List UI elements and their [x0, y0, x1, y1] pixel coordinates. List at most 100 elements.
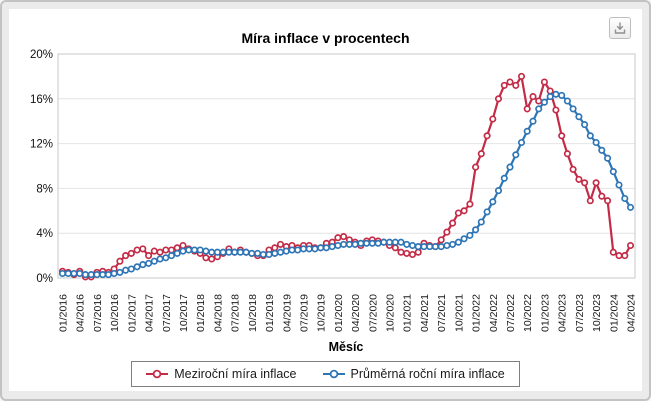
data-point-marker[interactable]	[294, 246, 302, 254]
data-point-marker[interactable]	[477, 150, 485, 158]
data-point-marker[interactable]	[494, 95, 503, 103]
data-point-marker[interactable]	[380, 238, 388, 246]
data-point-marker[interactable]	[615, 181, 623, 189]
data-point-marker[interactable]	[231, 248, 239, 256]
data-point-marker[interactable]	[443, 241, 451, 250]
data-point-marker[interactable]	[104, 271, 112, 279]
data-point-marker[interactable]	[351, 240, 359, 248]
data-point-marker[interactable]	[179, 247, 187, 255]
data-point-marker[interactable]	[420, 243, 428, 251]
data-point-marker[interactable]	[265, 250, 273, 259]
data-point-marker[interactable]	[208, 248, 216, 256]
data-point-marker[interactable]	[322, 244, 330, 252]
data-point-marker[interactable]	[506, 78, 514, 86]
data-point-marker[interactable]	[208, 255, 216, 263]
data-point-marker[interactable]	[403, 249, 411, 257]
data-point-marker[interactable]	[150, 247, 158, 255]
data-point-marker[interactable]	[173, 244, 181, 252]
data-point-marker[interactable]	[569, 105, 577, 113]
data-point-marker[interactable]	[202, 254, 210, 262]
data-point-marker[interactable]	[443, 228, 451, 236]
data-point-marker[interactable]	[110, 269, 118, 278]
data-point-marker[interactable]	[512, 151, 520, 159]
data-point-marker[interactable]	[116, 268, 124, 276]
data-point-marker[interactable]	[173, 249, 181, 257]
data-point-marker[interactable]	[483, 208, 491, 216]
data-point-marker[interactable]	[512, 81, 520, 89]
data-point-marker[interactable]	[431, 243, 439, 251]
data-point-marker[interactable]	[145, 259, 153, 267]
data-point-marker[interactable]	[288, 246, 296, 254]
data-point-marker[interactable]	[598, 146, 606, 154]
data-point-marker[interactable]	[242, 248, 250, 256]
data-point-marker[interactable]	[581, 121, 589, 129]
data-point-marker[interactable]	[575, 175, 583, 183]
data-point-marker[interactable]	[609, 248, 617, 256]
data-point-marker[interactable]	[517, 138, 526, 147]
data-point-marker[interactable]	[202, 247, 210, 255]
data-point-marker[interactable]	[489, 198, 497, 206]
data-point-marker[interactable]	[506, 163, 514, 171]
data-point-marker[interactable]	[122, 266, 130, 274]
data-point-marker[interactable]	[500, 174, 508, 182]
data-point-marker[interactable]	[357, 239, 365, 247]
data-point-marker[interactable]	[454, 209, 462, 217]
data-point-marker[interactable]	[345, 240, 353, 248]
data-point-marker[interactable]	[472, 226, 480, 234]
data-point-marker[interactable]	[609, 168, 617, 176]
legend-item-prumerna[interactable]: Průměrná roční míra inflace	[322, 367, 505, 381]
data-point-marker[interactable]	[305, 245, 313, 253]
data-point-marker[interactable]	[64, 269, 72, 278]
data-point-marker[interactable]	[391, 244, 399, 252]
data-point-marker[interactable]	[615, 252, 623, 260]
data-point-marker[interactable]	[494, 187, 503, 195]
data-point-marker[interactable]	[540, 98, 548, 106]
data-point-marker[interactable]	[592, 179, 600, 187]
legend-item-mezirocni[interactable]: Meziroční míra inflace	[146, 367, 297, 381]
data-point-marker[interactable]	[426, 243, 434, 251]
data-point-marker[interactable]	[133, 246, 141, 254]
data-point-marker[interactable]	[604, 197, 612, 205]
data-point-marker[interactable]	[529, 93, 537, 101]
data-point-marker[interactable]	[276, 240, 285, 248]
data-point-marker[interactable]	[317, 244, 325, 252]
data-point-marker[interactable]	[552, 90, 560, 98]
data-point-marker[interactable]	[546, 93, 554, 101]
data-point-marker[interactable]	[76, 269, 84, 278]
data-point-marker[interactable]	[190, 246, 199, 254]
data-point-marker[interactable]	[604, 154, 612, 162]
data-point-marker[interactable]	[437, 236, 445, 244]
data-point-marker[interactable]	[529, 117, 537, 125]
data-point-marker[interactable]	[276, 248, 285, 256]
data-point-marker[interactable]	[592, 138, 600, 147]
data-point-marker[interactable]	[535, 105, 543, 113]
data-point-marker[interactable]	[581, 179, 589, 187]
data-point-marker[interactable]	[328, 243, 336, 251]
data-point-marker[interactable]	[563, 97, 571, 105]
data-point-marker[interactable]	[540, 78, 548, 86]
data-point-marker[interactable]	[414, 248, 422, 256]
data-point-marker[interactable]	[598, 192, 606, 200]
data-point-marker[interactable]	[254, 249, 262, 257]
data-point-marker[interactable]	[122, 252, 130, 260]
data-point-marker[interactable]	[472, 163, 480, 171]
data-point-marker[interactable]	[460, 207, 468, 215]
data-point-marker[interactable]	[535, 97, 543, 105]
data-point-marker[interactable]	[460, 235, 468, 243]
data-point-marker[interactable]	[99, 271, 107, 279]
data-point-marker[interactable]	[466, 231, 474, 239]
data-point-marker[interactable]	[449, 219, 457, 227]
data-point-marker[interactable]	[167, 246, 176, 254]
data-point-marker[interactable]	[363, 239, 371, 247]
data-point-marker[interactable]	[127, 265, 135, 273]
data-point-marker[interactable]	[334, 241, 342, 250]
data-point-marker[interactable]	[271, 244, 279, 252]
data-point-marker[interactable]	[563, 150, 571, 158]
data-point-marker[interactable]	[139, 245, 147, 253]
data-point-marker[interactable]	[552, 106, 560, 114]
data-point-marker[interactable]	[162, 254, 170, 262]
data-point-marker[interactable]	[299, 245, 308, 253]
data-point-marker[interactable]	[156, 248, 164, 256]
data-point-marker[interactable]	[466, 200, 474, 208]
data-point-marker[interactable]	[385, 238, 394, 246]
